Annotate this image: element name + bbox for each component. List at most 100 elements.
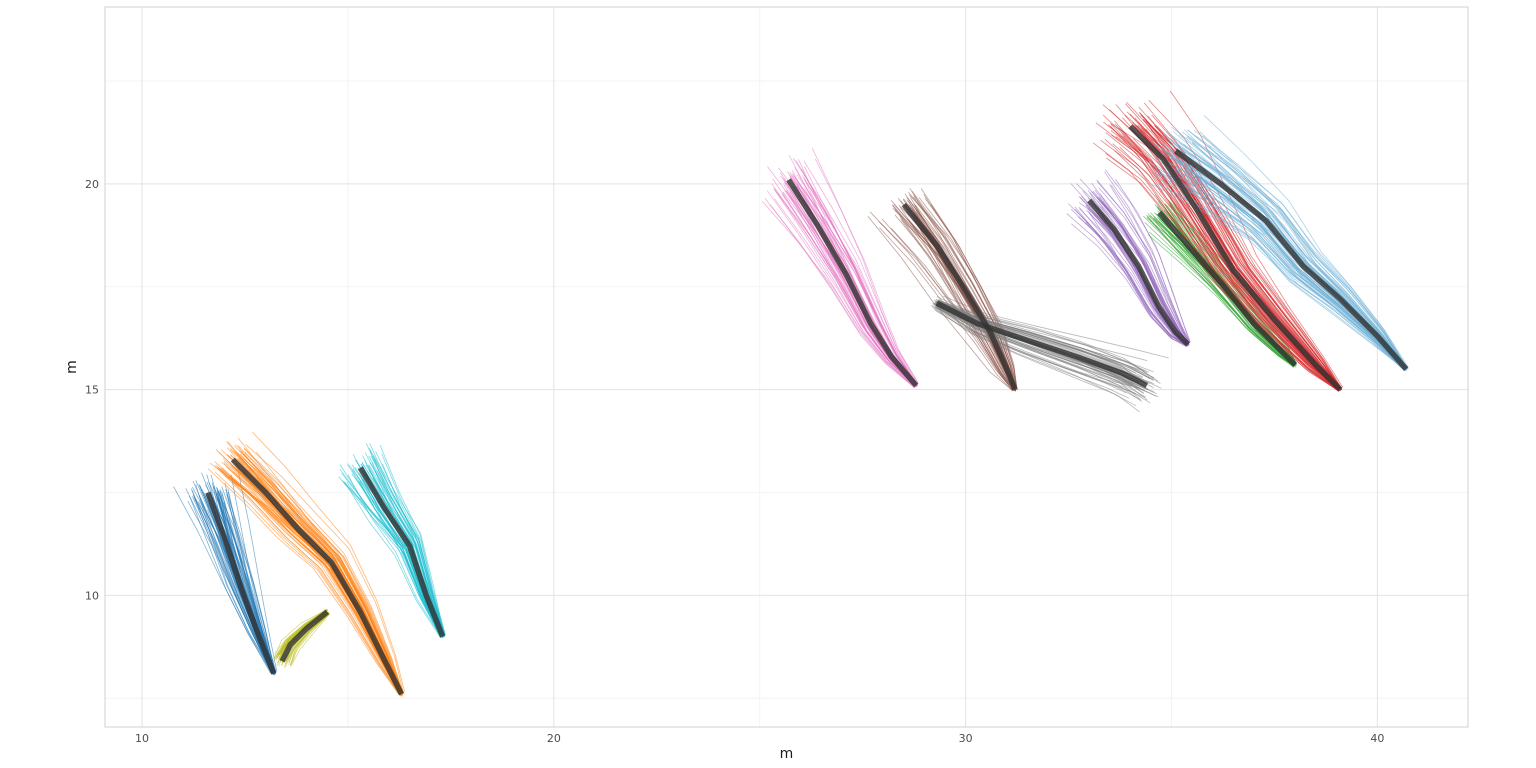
- y-tick-label: 20: [85, 178, 99, 191]
- sample-trajectory: [920, 188, 1018, 389]
- sample-trajectory: [936, 299, 1148, 373]
- sample-trajectory: [368, 447, 445, 635]
- sample-trajectory: [1109, 184, 1191, 343]
- sample-trajectory: [1137, 124, 1342, 390]
- sample-trajectory: [1167, 163, 1406, 371]
- x-tick-label: 10: [135, 732, 149, 745]
- sample-trajectory: [193, 497, 273, 675]
- mean-trajectories: [205, 124, 1409, 696]
- sample-trajectory: [244, 451, 404, 694]
- sample-trajectory: [1074, 206, 1187, 346]
- sample-trajectory: [237, 458, 403, 695]
- sample-trajectory: [370, 455, 445, 636]
- mean-trajectory: [1157, 210, 1298, 367]
- y-tick-label: 15: [85, 384, 99, 397]
- mean-trajectory: [205, 491, 277, 675]
- mean-trajectory: [1128, 124, 1343, 392]
- sample-trajectory: [1138, 111, 1342, 390]
- sample-trajectory: [937, 302, 1150, 384]
- sample-trajectory: [773, 188, 916, 387]
- sample-trajectory: [1166, 172, 1406, 371]
- sample-trajectory: [347, 474, 442, 638]
- sample-trajectory: [1167, 189, 1406, 372]
- mean-trajectory: [357, 466, 446, 638]
- x-axis-title: m: [780, 746, 794, 762]
- sample-trajectory: [214, 471, 400, 696]
- mean-trajectory: [1087, 198, 1190, 347]
- sample-trajectory: [769, 204, 916, 389]
- sample-trajectory: [358, 480, 443, 639]
- sample-trajectory: [214, 461, 400, 694]
- sample-trajectory: [1147, 234, 1295, 368]
- mean-trajectory: [279, 609, 330, 663]
- sample-trajectory: [1194, 129, 1408, 369]
- sample-trajectory: [243, 448, 404, 694]
- sample-trajectory: [221, 468, 401, 695]
- sample-trajectory: [1096, 179, 1189, 343]
- sample-trajectory: [346, 463, 442, 636]
- sample-trajectory: [208, 481, 275, 673]
- y-axis-title: m: [64, 360, 80, 374]
- mean-trajectory: [786, 178, 919, 388]
- sample-trajectory: [1145, 214, 1294, 366]
- x-tick-label: 30: [959, 732, 973, 745]
- sample-trajectory: [218, 490, 276, 674]
- sample-trajectory: [1108, 124, 1340, 390]
- sample-trajectory: [1139, 112, 1342, 390]
- sample-trajectory: [252, 431, 405, 692]
- sample-trajectory: [1096, 197, 1190, 345]
- mean-trajectory: [901, 202, 1018, 391]
- sample-trajectory: [1183, 151, 1408, 370]
- sample-trajectory: [291, 613, 330, 666]
- mean-trajectory: [230, 457, 404, 696]
- sample-trajectory: [867, 215, 1012, 391]
- sample-trajectory: [173, 486, 271, 674]
- sample-trajectory: [364, 452, 444, 636]
- sample-trajectory: [913, 194, 1017, 390]
- sample-trajectory: [238, 472, 278, 672]
- sample-trajectory: [1168, 233, 1297, 368]
- sample-trajectory: [344, 481, 441, 639]
- sample-trajectory: [1172, 157, 1407, 370]
- sample-trajectory: [1203, 115, 1409, 368]
- sample-trajectory: [1187, 129, 1408, 369]
- sample-trajectory: [934, 306, 1142, 401]
- sample-trajectory: [230, 474, 277, 672]
- sample-trajectory: [796, 174, 918, 386]
- sample-trajectory: [242, 453, 404, 695]
- sample-trajectory: [237, 445, 403, 693]
- sample-trajectory: [1171, 126, 1407, 368]
- sample-trajectory: [292, 613, 331, 664]
- sample-trajectory: [243, 447, 404, 694]
- sample-trajectory: [1096, 196, 1190, 345]
- sample-trajectory: [284, 613, 328, 668]
- sample-trajectory: [216, 487, 276, 674]
- sample-trajectory: [245, 444, 404, 694]
- sample-trajectory: [214, 465, 400, 695]
- sample-trajectory: [208, 468, 399, 695]
- sample-trajectory: [918, 197, 1017, 390]
- sample-trajectory: [1169, 90, 1344, 388]
- sample-trajectory: [1143, 102, 1342, 389]
- sample-trajectory: [1104, 171, 1190, 342]
- tick-labels: 10 20 30 40 10 15 20: [85, 178, 1384, 745]
- sample-trajectory: [239, 457, 403, 695]
- sample-trajectory: [803, 166, 918, 385]
- sample-trajectory: [1093, 213, 1189, 347]
- x-tick-label: 20: [547, 732, 561, 745]
- sample-trajectory: [938, 304, 1155, 393]
- sample-trajectory: [1146, 216, 1294, 366]
- sample-trajectory: [275, 610, 327, 661]
- sample-trajectory: [1186, 135, 1408, 369]
- mean-trajectory: [1173, 148, 1409, 371]
- y-tick-label: 10: [85, 589, 99, 602]
- sample-trajectory: [1088, 212, 1189, 346]
- sample-trajectory: [933, 308, 1137, 407]
- panel-border: [104, 6, 1469, 728]
- x-tick-label: 40: [1370, 732, 1384, 745]
- sample-trajectory: [935, 307, 1143, 402]
- sample-trajectory: [198, 494, 274, 674]
- sample-trajectory: [191, 489, 273, 674]
- sample-trajectory: [1157, 177, 1406, 371]
